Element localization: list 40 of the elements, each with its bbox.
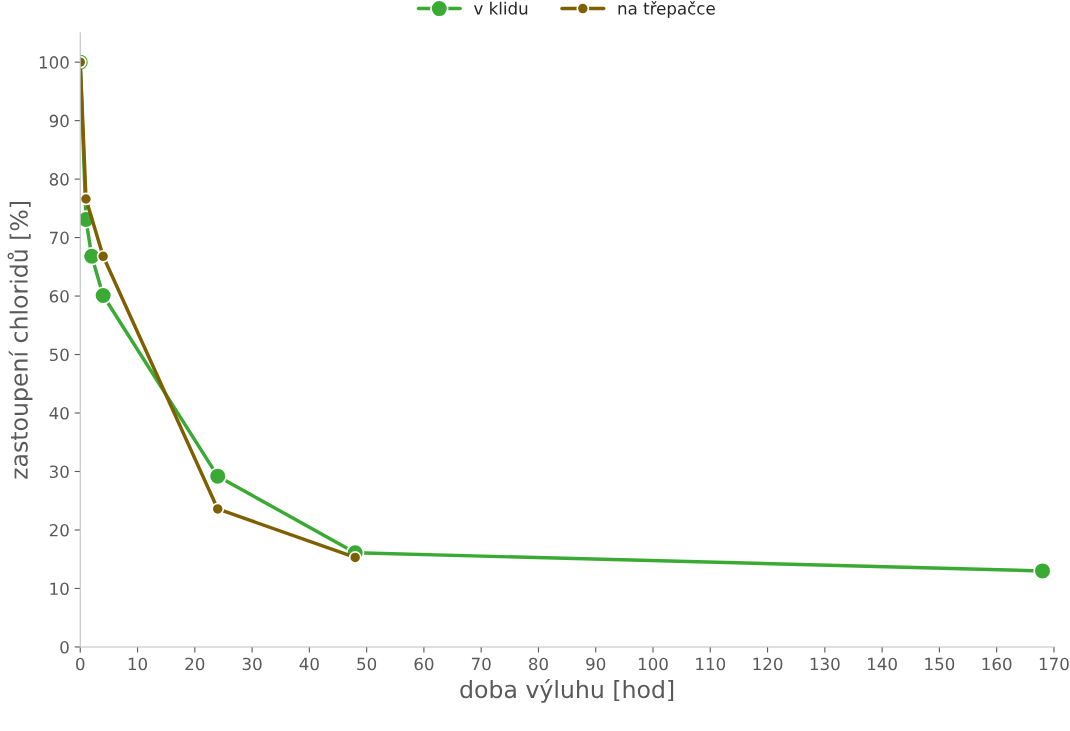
x-tick-label: 30: [242, 657, 262, 671]
y-tick-label: 20: [49, 523, 69, 537]
point: [80, 192, 93, 206]
y-tick-label: 100: [39, 56, 69, 69]
x-tick-label: 70: [471, 657, 491, 671]
y-axis-title: zastoupení chloridů [%]: [7, 201, 33, 479]
point: [96, 249, 110, 263]
y-tick-label: 10: [50, 582, 69, 596]
x-tick-label: 120: [753, 657, 783, 671]
x-tick-label: 160: [982, 657, 1012, 671]
y-tick-label: 0: [60, 640, 69, 654]
y-tick-label: 30: [49, 465, 69, 479]
y-tick-label: 70: [49, 231, 69, 245]
x-tick-label: 140: [868, 657, 897, 671]
legend-label: na třepačce: [618, 1, 715, 18]
point: [211, 502, 225, 516]
x-tick-label: 90: [586, 657, 606, 671]
y-tick-label: 40: [49, 406, 69, 420]
x-tick-label: 100: [638, 657, 668, 671]
x-tick-label: 80: [528, 657, 548, 671]
x-tick-label: 60: [414, 657, 434, 671]
point: [348, 551, 362, 564]
x-tick-label: 40: [299, 657, 319, 671]
x-tick-label: 170: [1039, 657, 1069, 671]
x-tick-label: 50: [357, 657, 377, 671]
point: [93, 286, 113, 305]
x-tick-label: 150: [925, 657, 955, 671]
legend-label: v klidu: [473, 1, 528, 15]
x-tick-label: 0: [76, 657, 85, 671]
x-tick-label: 130: [810, 657, 840, 671]
y-tick-label: 50: [49, 348, 69, 362]
x-tick-label: 110: [696, 657, 726, 671]
point: [1033, 561, 1052, 581]
point: [208, 467, 227, 486]
y-tick-label: 60: [49, 290, 69, 303]
x-tick-label: 20: [185, 657, 205, 671]
y-tick-label: 80: [49, 173, 69, 186]
x-axis-title: doba výluhu [hod]: [460, 679, 674, 703]
x-tick-label: 10: [128, 657, 148, 671]
y-tick-label: 90: [49, 114, 69, 128]
